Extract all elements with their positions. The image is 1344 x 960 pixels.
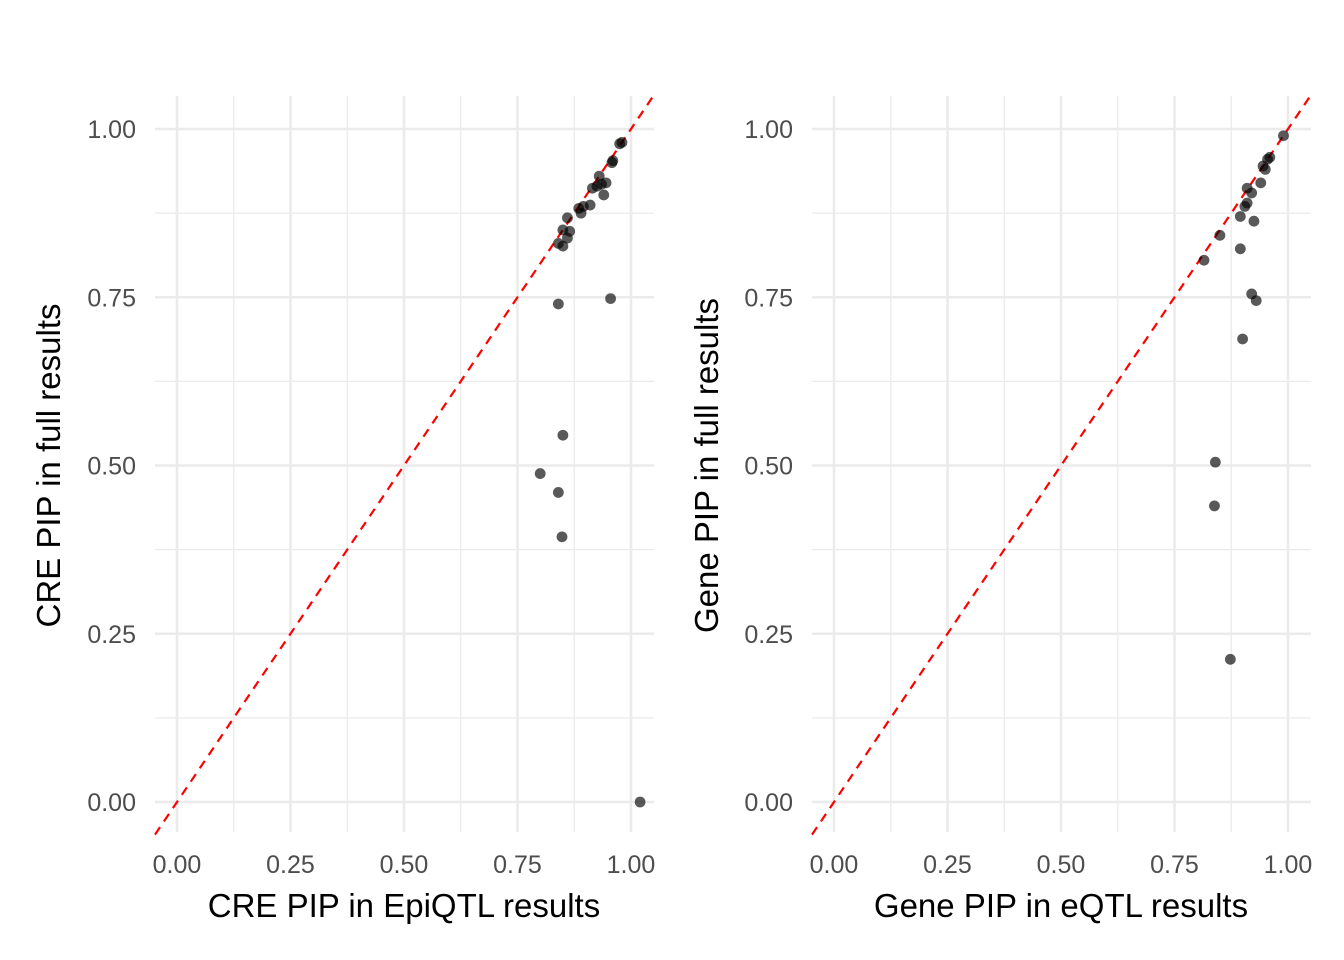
- scatter-point: [1234, 211, 1246, 222]
- scatter-point: [1237, 333, 1248, 345]
- cre-pip-scatter-panel: 0.00 0.00 0.25 0.25 0.50 0.50 0.75 0.75 1.00 1.00…: [30, 95, 655, 924]
- scatter-point: [1209, 456, 1221, 468]
- scatter-point: [557, 429, 569, 441]
- scatter-point: [1234, 243, 1246, 255]
- y-tick-label: 0.00: [744, 789, 793, 817]
- y-tick-label: 0.00: [87, 789, 136, 817]
- scatter-point: [1259, 163, 1271, 175]
- scatter-point: [605, 293, 616, 304]
- scatter-point: [587, 182, 598, 194]
- y-tick-label: 0.25: [744, 621, 793, 649]
- scatter-point: [634, 796, 646, 808]
- gene-pip-scatter-panel: 0.00 0.00 0.25 0.25 0.50 0.50 0.75 0.75 1.00 1.00…: [688, 95, 1312, 924]
- x-tick-label: 1.00: [1264, 851, 1313, 879]
- scatter-point: [1250, 295, 1262, 307]
- scatter-point: [1224, 653, 1236, 665]
- scatter-points: [1198, 130, 1289, 665]
- scatter-point: [598, 189, 610, 201]
- scatter-point: [1239, 200, 1251, 212]
- x-tick-label: 0.25: [923, 851, 972, 879]
- scatter-point: [1198, 254, 1210, 266]
- x-tick-label: 0.50: [1037, 851, 1086, 879]
- scatter-point: [552, 487, 564, 498]
- y-tick-label: 0.50: [87, 453, 136, 481]
- x-tick-label: 0.00: [810, 851, 859, 879]
- x-tick-label: 1.00: [607, 851, 656, 879]
- x-tick-label: 0.75: [1150, 851, 1199, 879]
- scatter-point: [575, 207, 587, 219]
- y-tick-label: 0.75: [744, 284, 793, 312]
- scatter-point: [562, 232, 573, 244]
- scatter-point: [562, 212, 573, 224]
- x-axis-title: CRE PIP in EpiQTL results: [208, 887, 600, 924]
- y-tick-label: 0.50: [744, 453, 793, 481]
- y-tick-label: 1.00: [744, 116, 793, 144]
- scatter-point: [1248, 215, 1260, 227]
- scatter-point: [1209, 500, 1220, 512]
- scatter-point: [614, 138, 626, 150]
- scatter-point: [1246, 187, 1258, 199]
- scatter-point: [557, 240, 569, 252]
- x-tick-label: 0.50: [380, 851, 429, 879]
- y-tick-label: 0.75: [87, 284, 136, 312]
- scatter-point: [556, 531, 568, 543]
- scatter-point: [1255, 177, 1267, 189]
- x-axis-title: Gene PIP in eQTL results: [874, 887, 1248, 924]
- tick-labels: 0.00 0.00 0.25 0.25 0.50 0.50 0.75 0.75 1.00 1.00: [87, 116, 655, 879]
- identity-reference-line: [811, 95, 1312, 836]
- scatter-point: [557, 224, 569, 236]
- scatter-point: [552, 298, 564, 310]
- tick-labels: 0.00 0.00 0.25 0.25 0.50 0.50 0.75 0.75 1.00 1.00: [744, 116, 1312, 879]
- x-tick-label: 0.00: [153, 851, 202, 879]
- gridlines: [155, 96, 654, 832]
- y-tick-label: 0.25: [87, 621, 136, 649]
- scatter-point: [534, 468, 546, 479]
- y-axis-title: Gene PIP in full results: [688, 298, 725, 633]
- y-tick-label: 1.00: [87, 116, 136, 144]
- x-tick-label: 0.75: [493, 851, 542, 879]
- y-axis-title: CRE PIP in full results: [30, 303, 67, 627]
- scatter-point: [1278, 130, 1289, 142]
- scatter-point: [606, 157, 618, 169]
- scatter-point: [1214, 229, 1226, 241]
- scatter-points: [534, 137, 646, 808]
- gridlines: [812, 96, 1311, 832]
- x-tick-label: 0.25: [266, 851, 315, 879]
